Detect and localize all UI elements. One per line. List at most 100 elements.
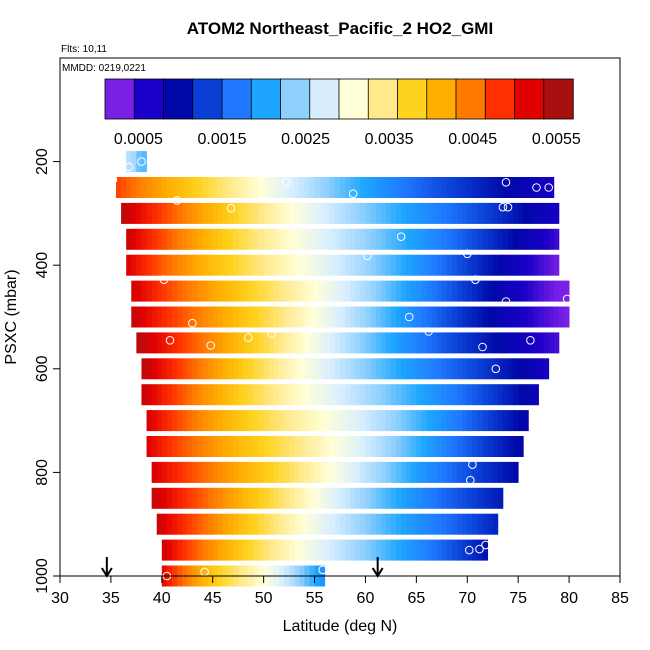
heatmap-cell	[533, 358, 539, 380]
heatmap-cell	[406, 254, 412, 276]
heatmap-cell	[355, 332, 361, 354]
heatmap-cell	[472, 410, 478, 432]
heatmap-cell	[457, 461, 463, 483]
heatmap-cell	[238, 306, 244, 328]
heatmap-cell	[151, 384, 158, 406]
heatmap-cell	[523, 410, 529, 432]
heatmap-cell	[304, 358, 310, 380]
heatmap-cell	[421, 384, 427, 406]
heatmap-cell	[375, 436, 382, 457]
heatmap-cell	[334, 461, 341, 483]
heatmap-cell	[370, 177, 377, 198]
heatmap-cell	[222, 384, 229, 406]
heatmap-cell	[258, 513, 265, 535]
x-tick-label: 80	[560, 590, 578, 607]
heatmap-cell	[329, 436, 336, 457]
heatmap-cell	[243, 436, 249, 457]
heatmap-cell	[462, 539, 468, 561]
heatmap-cell	[299, 384, 305, 406]
x-tick-label: 35	[102, 590, 120, 607]
heatmap-cell	[263, 177, 270, 198]
heatmap-cell	[192, 280, 198, 302]
heatmap-cell	[278, 461, 285, 483]
heatmap-cell	[477, 332, 483, 354]
heatmap-cell	[355, 280, 361, 302]
heatmap-cell	[340, 539, 346, 561]
heatmap-cell	[334, 358, 341, 380]
heatmap-cell	[497, 436, 504, 457]
heatmap-cell	[258, 254, 265, 276]
heatmap-cell	[482, 280, 489, 302]
heatmap-cell	[233, 358, 239, 380]
heatmap-cell	[462, 513, 468, 535]
heatmap-cell	[416, 410, 422, 432]
heatmap-cell	[508, 202, 514, 224]
heatmap-cell	[401, 306, 407, 328]
heatmap-cell	[228, 332, 234, 354]
observation-point	[424, 327, 433, 336]
heatmap-cell	[334, 254, 341, 276]
heatmap-cell	[248, 410, 254, 432]
heatmap-cell	[421, 513, 427, 535]
heatmap-cell	[156, 228, 163, 250]
heatmap-cell	[441, 384, 448, 406]
heatmap-cell	[177, 513, 183, 535]
heatmap-cell	[441, 410, 448, 432]
heatmap-cell	[207, 306, 214, 328]
x-tick-label: 75	[509, 590, 527, 607]
heatmap-cell	[278, 332, 285, 354]
heatmap-cell	[436, 177, 443, 198]
heatmap-cell	[421, 177, 427, 198]
heatmap-cell	[477, 254, 483, 276]
heatmap-cell	[533, 177, 539, 198]
heatmap-cell	[421, 306, 427, 328]
heatmap-cell	[202, 436, 209, 457]
heatmap-cell	[401, 280, 407, 302]
heatmap-cell	[411, 280, 417, 302]
observation-points	[108, 157, 572, 581]
heatmap-cell	[268, 177, 275, 198]
heatmap-cell	[258, 436, 265, 457]
heatmap-cell	[156, 332, 163, 354]
heatmap-cell	[268, 513, 275, 535]
heatmap-cell	[385, 384, 392, 406]
heatmap-cell	[314, 436, 321, 457]
heatmap-cell	[294, 228, 300, 250]
heatmap-cell	[161, 436, 168, 457]
heatmap-cell	[304, 410, 310, 432]
heatmap-cell	[217, 461, 224, 483]
heatmap-cell	[396, 202, 402, 224]
heatmap-cell	[345, 228, 351, 250]
heatmap-cell	[248, 254, 254, 276]
heatmap-cell	[406, 177, 412, 198]
heatmap-cell	[365, 306, 371, 328]
heatmap-cell	[278, 306, 285, 328]
heatmap-cell	[263, 358, 270, 380]
observation-point	[108, 175, 118, 184]
heatmap-cell	[187, 513, 193, 535]
heatmap-cell	[380, 461, 387, 483]
heatmap-cell	[329, 228, 336, 250]
heatmap-cell	[436, 410, 443, 432]
heatmap-cell	[248, 177, 254, 198]
heatmap-cell	[284, 254, 290, 276]
x-tick-label: 60	[357, 590, 375, 607]
heatmap-cell	[487, 513, 494, 535]
heatmap-cell	[197, 436, 203, 457]
heatmap-cell	[396, 461, 402, 483]
heatmap-cell	[217, 487, 224, 509]
heatmap-cell	[309, 280, 315, 302]
heatmap-cell	[151, 358, 158, 380]
heatmap-cell	[278, 410, 285, 432]
heatmap-cell	[324, 254, 331, 276]
heatmap-cell	[263, 436, 270, 457]
heatmap-cell	[360, 539, 366, 561]
y-axis-label: PSXC (mbar)	[3, 269, 20, 364]
heatmap-cell	[406, 436, 412, 457]
heatmap-cell	[294, 487, 300, 509]
heatmap-cell	[502, 410, 509, 432]
heatmap-cell	[467, 461, 473, 483]
heatmap-cell	[304, 513, 310, 535]
heatmap-cell	[360, 384, 366, 406]
heatmap-cell	[508, 436, 514, 457]
